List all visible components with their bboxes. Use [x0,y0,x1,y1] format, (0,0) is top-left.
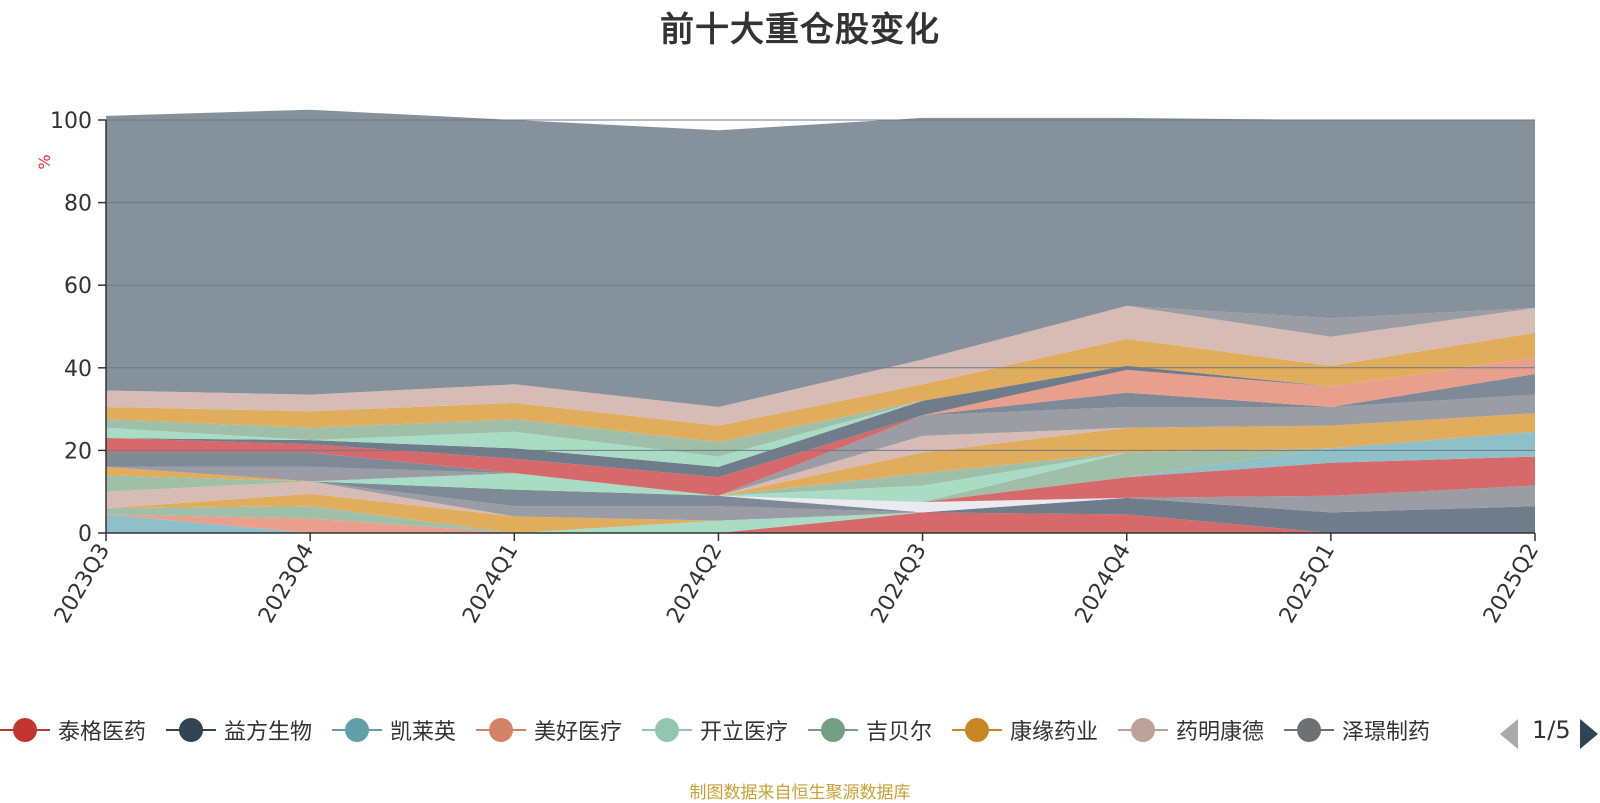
legend-symbol-icon [1118,712,1168,748]
y-tick-label: 40 [64,357,92,382]
legend-symbol-icon [0,712,50,748]
legend-symbol-icon [166,712,216,748]
area-series-21 [106,374,1535,496]
legend-symbol-icon [476,712,526,748]
area-series-23 [106,357,1535,478]
area-series-12 [106,431,1535,502]
legend-prev-icon[interactable] [1500,719,1518,749]
legend-label: 美好医疗 [534,720,623,745]
legend-symbol-icon [808,712,858,748]
legend-label: 开立医疗 [700,720,789,745]
y-axis-label: % [35,154,54,169]
area-series-9 [106,481,1535,513]
legend-page-indicator: 1/5 [1532,716,1571,744]
x-tick-label: 2023Q3 [50,540,115,628]
legend-item[interactable]: 吉贝尔 [808,712,932,748]
legend-next-icon[interactable] [1580,719,1598,749]
x-tick-label: 2025Q1 [1275,540,1340,628]
legend-symbol-icon [952,712,1002,748]
y-tick-label: 60 [64,274,92,299]
legend-label: 泰格医药 [58,720,147,745]
area-series-1 [106,497,1535,533]
area-series-22 [106,374,1535,496]
x-tick-label: 2023Q4 [254,540,319,628]
area-series-18 [106,413,1535,496]
area-series-28 [106,305,1535,426]
legend-label: 泽璟制药 [1342,720,1431,745]
legend-label: 吉贝尔 [866,720,933,745]
legend-label: 凯莱英 [390,720,457,745]
x-tick-label: 2025Q2 [1479,540,1544,628]
area-series-11 [106,456,1535,502]
legend-item[interactable]: 泽璟制药 [1284,712,1430,748]
chart-title: 前十大重仓股变化 [660,10,940,50]
legend-label: 康缘药业 [1010,720,1099,745]
area-series-29 [106,305,1535,407]
area-series-7 [106,481,1535,521]
legend-symbol-icon [332,712,382,748]
legend-item[interactable]: 药明康德 [1118,712,1264,748]
area-series-2 [106,497,1535,533]
legend-items: 泰格医药 益方生物 凯莱英 美好医疗 开立医疗 吉贝尔 康缘药业 药明康德 泽璟制药 [0,712,1482,748]
area-series-30 [106,109,1535,407]
legend-item[interactable]: 开立医疗 [642,712,788,748]
legend-item[interactable]: 美好医疗 [476,712,622,748]
area-series-6 [106,493,1535,533]
source-note: 制图数据来自恒生聚源数据库 [689,783,911,803]
area-series-8 [106,481,1535,521]
x-tick-label: 2024Q1 [458,540,523,628]
legend-item[interactable]: 凯莱英 [332,712,456,748]
legend-label: 益方生物 [224,720,313,745]
grid-lines [106,119,1535,451]
legend-item[interactable]: 康缘药业 [952,712,1098,748]
legend-item[interactable]: 泰格医药 [0,712,146,748]
area-series-14 [106,431,1535,502]
area-series-25 [106,357,1535,467]
area-layers [106,109,1535,533]
legend-symbol-icon [642,712,692,748]
area-series-27 [106,332,1535,443]
legend-label: 药明康德 [1176,720,1265,745]
legend: 泰格医药 益方生物 凯莱英 美好医疗 开立医疗 吉贝尔 康缘药业 药明康德 泽璟制药 1/5 [0,712,1600,749]
y-tick-label: 100 [50,109,92,134]
legend-symbol-icon [1284,712,1334,748]
x-tick-label: 2024Q2 [662,540,727,628]
y-tick-label: 80 [64,192,92,217]
x-tick-label: 2024Q4 [1071,540,1136,628]
area-series-24 [106,357,1535,478]
y-tick-label: 0 [78,522,92,547]
area-series-20 [106,394,1535,496]
y-tick-label: 20 [64,439,92,464]
x-tick-label: 2024Q3 [866,540,931,628]
legend-item[interactable]: 益方生物 [166,712,312,748]
area-series-26 [106,357,1535,457]
